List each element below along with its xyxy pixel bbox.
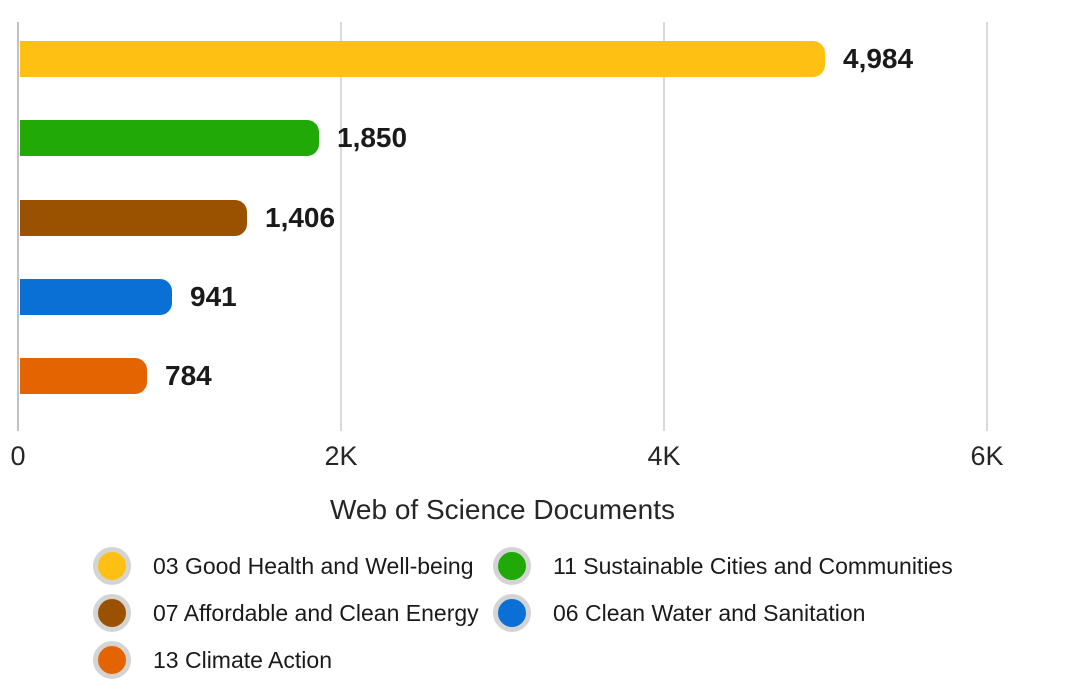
bar-2-11-sustainable-cities-and-communities[interactable]: [20, 120, 319, 156]
bar-value-label: 784: [165, 360, 212, 391]
bar-5-13-climate-action[interactable]: [20, 358, 147, 394]
legend-item-06-clean-water-and-sanitation[interactable]: 06 Clean Water and Sanitation: [493, 594, 953, 632]
plot-area: 4,984 1,850 1,406 941 784: [17, 22, 988, 431]
x-axis: 0 2K 4K 6K: [10, 441, 1003, 475]
legend-item-13-climate-action[interactable]: 13 Climate Action: [93, 641, 493, 679]
legend-item-label: 13 Climate Action: [153, 646, 332, 673]
bar-value-label: 941: [190, 281, 237, 312]
x-axis-tick-label: 0: [10, 441, 26, 471]
bar-1-03-good-health-and-well-being[interactable]: [20, 41, 825, 77]
legend-marker-icon: [93, 594, 131, 632]
legend-marker-icon: [93, 547, 131, 585]
bar-3-07-affordable-and-clean-energy[interactable]: [20, 200, 247, 236]
x-axis-tick-label: 6K: [970, 441, 1004, 471]
legend-marker-icon: [493, 594, 531, 632]
bar-value-label: 1,850: [337, 122, 408, 153]
legend-item-label: 03 Good Health and Well-being: [153, 552, 474, 579]
legend-item-label: 11 Sustainable Cities and Communities: [553, 552, 953, 579]
legend-marker-icon: [93, 641, 131, 679]
legend-item-label: 06 Clean Water and Sanitation: [553, 599, 866, 626]
legend-item-03-good-health-and-well-being[interactable]: 03 Good Health and Well-being: [93, 547, 493, 585]
y-axis-line: [17, 22, 19, 431]
x-axis-tick-label: 2K: [324, 441, 358, 471]
legend-item-label: 07 Affordable and Clean Energy: [153, 599, 479, 626]
gridline: [663, 22, 665, 431]
legend: 03 Good Health and Well-being 11 Sustaina…: [93, 547, 953, 679]
gridline: [340, 22, 342, 431]
bar-4-06-clean-water-and-sanitation[interactable]: [20, 279, 172, 315]
legend-item-11-sustainable-cities-and-communities[interactable]: 11 Sustainable Cities and Communities: [493, 547, 953, 585]
gridline: [986, 22, 988, 431]
bar-value-label: 4,984: [843, 43, 914, 74]
x-axis-tick-label: 4K: [647, 441, 681, 471]
legend-marker-icon: [493, 547, 531, 585]
x-axis-title: Web of Science Documents: [330, 494, 675, 525]
bar-value-label: 1,406: [265, 202, 336, 233]
legend-item-07-affordable-and-clean-energy[interactable]: 07 Affordable and Clean Energy: [93, 594, 493, 632]
